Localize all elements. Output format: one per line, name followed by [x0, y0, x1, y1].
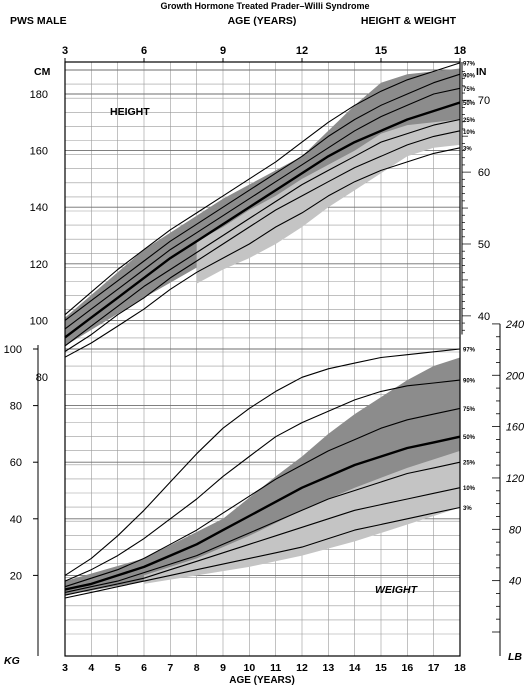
weight-normal-band-light [144, 450, 460, 584]
weight-pct-label: 10% [463, 486, 476, 492]
bottom-age-tick: 13 [322, 662, 334, 674]
height-curve-3pct [64, 147, 461, 358]
cm-tick: 160 [30, 146, 48, 158]
cm-tick: 180 [30, 89, 48, 101]
plot-frame [64, 61, 461, 657]
bottom-age-tick: 14 [349, 662, 361, 674]
weight-section-label: WEIGHT [375, 584, 419, 596]
lb-tick: 200 [505, 370, 525, 382]
bottom-age-tick: 11 [270, 662, 281, 674]
weight-curve-10pct [64, 487, 461, 596]
bottom-age-tick: 18 [454, 662, 466, 674]
height-unit-cm: CM [34, 66, 51, 78]
top-age-tick: 9 [220, 45, 226, 57]
bottom-age-tick: 8 [194, 662, 200, 674]
height-unit-in: IN [476, 66, 487, 78]
height-curve-50pct [64, 101, 461, 339]
kg-tick: 80 [10, 401, 22, 413]
weight-unit-kg: KG [4, 655, 20, 667]
bottom-age-tick: 12 [296, 662, 308, 674]
height-pct-label: 97% [463, 61, 476, 67]
height-section-label: HEIGHT [110, 106, 150, 118]
weight-pct-label: 25% [463, 461, 476, 467]
weight-pct-label: 97% [463, 348, 476, 354]
height-pct-label: 10% [463, 130, 476, 136]
lb-tick: 120 [506, 473, 525, 485]
header-center: AGE (YEARS) [228, 15, 297, 27]
weight-curve-90pct [64, 379, 461, 582]
weight-curve-25pct [64, 461, 461, 593]
bottom-age-tick: 3 [62, 662, 68, 674]
in-tick: 40 [478, 311, 490, 323]
x-axis-label: AGE (YEARS) [229, 675, 295, 686]
weight-unit-lb: LB [508, 651, 522, 663]
cm-tick: 120 [30, 259, 48, 271]
weight-pct-label: 75% [463, 407, 476, 413]
kg-tick: 60 [10, 457, 22, 469]
in-tick: 60 [478, 167, 490, 179]
top-age-tick: 3 [62, 45, 68, 57]
height-pct-label: 75% [463, 87, 476, 93]
cm-tick: 140 [30, 202, 48, 214]
height-normal-band-light [196, 119, 460, 284]
in-tick: 70 [478, 95, 490, 107]
top-age-tick: 12 [296, 45, 308, 57]
height-pct-label: 50% [463, 101, 476, 107]
height-pct-label: 3% [463, 146, 472, 152]
header-right: HEIGHT & WEIGHT [361, 15, 457, 27]
weight-pct-label: 90% [463, 379, 476, 385]
kg-tick: 40 [10, 514, 22, 526]
lb-tick: 40 [509, 576, 522, 588]
weight-normal-band-dark [65, 357, 460, 596]
weight-curve-50pct [64, 435, 461, 591]
in-tick: 50 [478, 239, 490, 251]
height-pct-label: 90% [463, 73, 476, 79]
weight-curve-75pct [64, 407, 461, 588]
height-curve-97pct [64, 62, 461, 316]
height-curve-25pct [64, 118, 461, 347]
weight-pct-label: 50% [463, 435, 476, 441]
kg-tick: 100 [4, 344, 22, 356]
weight-curve-97pct [64, 348, 461, 576]
height-curve-75pct [64, 87, 461, 330]
top-age-tick: 15 [375, 45, 387, 57]
top-age-tick: 6 [141, 45, 147, 57]
top-age-tick: 18 [454, 45, 466, 57]
header-left: PWS MALE [10, 15, 67, 27]
bottom-age-tick: 6 [141, 662, 147, 674]
height-pct-label: 25% [463, 118, 476, 124]
lb-tick: 240 [505, 319, 525, 331]
chart-title: Growth Hormone Treated Prader–Willi Synd… [161, 1, 370, 11]
bottom-age-tick: 15 [375, 662, 387, 674]
weight-pct-label: 3% [463, 506, 472, 512]
bottom-age-tick: 17 [428, 662, 440, 674]
lb-tick: 160 [506, 422, 525, 434]
cm-tick: 80 [36, 372, 48, 384]
bottom-age-tick: 5 [115, 662, 121, 674]
cm-tick: 100 [30, 315, 48, 327]
bottom-age-tick: 4 [88, 662, 94, 674]
lb-tick: 80 [509, 524, 522, 536]
height-curve-90pct [64, 73, 461, 321]
bottom-age-tick: 7 [167, 662, 173, 674]
bottom-age-tick: 9 [220, 662, 226, 674]
bottom-age-tick: 16 [401, 662, 413, 674]
bottom-age-tick: 10 [243, 662, 255, 674]
kg-tick: 20 [10, 570, 22, 582]
weight-curve-3pct [64, 506, 461, 599]
height-curve-10pct [64, 130, 461, 352]
